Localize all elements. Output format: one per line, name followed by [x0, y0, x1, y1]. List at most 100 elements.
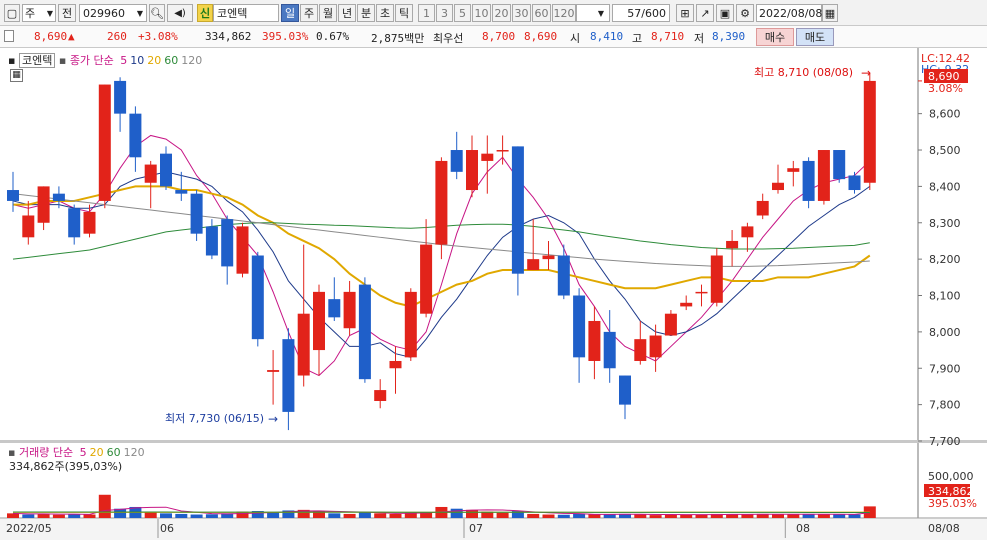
- candle-body: [588, 321, 600, 361]
- period-select[interactable]: 주▼: [22, 4, 56, 22]
- candle-body: [435, 161, 447, 245]
- num-tab-0[interactable]: 1: [418, 4, 435, 22]
- candle-body: [53, 194, 65, 201]
- low-price: 8,390: [712, 30, 745, 43]
- extra-select[interactable]: ▼: [576, 4, 610, 22]
- gear-icon[interactable]: ⚙: [736, 4, 754, 22]
- volume-bar: [38, 514, 50, 518]
- chevron-down-icon: ▼: [137, 9, 143, 18]
- volume-bar: [650, 515, 662, 518]
- volume-bar: [849, 515, 861, 518]
- candle-body: [864, 81, 876, 183]
- legend-dot-icon: ▪: [8, 54, 15, 67]
- candle-body: [328, 299, 340, 317]
- candle-body: [573, 296, 585, 358]
- legend-stock-name[interactable]: 코엔텍: [19, 53, 55, 68]
- save-icon[interactable]: ▣: [716, 4, 734, 22]
- y-tick-label: 7,800: [929, 399, 961, 412]
- window-icon[interactable]: [4, 30, 14, 42]
- volume-bar: [53, 515, 65, 518]
- volume-bar: [543, 515, 555, 518]
- volume-bar: [466, 510, 478, 518]
- volume-value: 334,862: [205, 30, 251, 43]
- candle-body: [237, 226, 249, 273]
- candle-body: [650, 336, 662, 358]
- interval-tab-3[interactable]: 년: [338, 4, 356, 22]
- grid-toggle-icon[interactable]: ▦: [10, 69, 23, 82]
- candle-body: [543, 256, 555, 260]
- interval-tab-6[interactable]: 틱: [395, 4, 413, 22]
- high-annotation: 최고 8,710 (08/08): [754, 66, 853, 79]
- volume-bar: [328, 513, 340, 518]
- panel-divider: [0, 440, 987, 443]
- candle-body: [84, 212, 96, 234]
- candle-body: [803, 161, 815, 201]
- x-axis-label-1: 06: [160, 522, 174, 535]
- candle-body: [711, 256, 723, 303]
- interval-tab-5[interactable]: 초: [376, 4, 394, 22]
- candle-body: [191, 194, 203, 234]
- stock-code-value: 029960: [83, 7, 125, 20]
- num-tab-7[interactable]: 120: [552, 4, 576, 22]
- volume-bar: [68, 514, 80, 518]
- sell-button[interactable]: 매도: [796, 28, 834, 46]
- candle-body: [757, 201, 769, 216]
- window-icon[interactable]: ▢: [4, 4, 20, 22]
- interval-tab-2[interactable]: 월: [319, 4, 337, 22]
- volume-bar: [22, 515, 34, 518]
- candle-body: [405, 292, 417, 357]
- candle-body: [129, 114, 141, 158]
- high-label: 고: [632, 30, 642, 46]
- buy-button[interactable]: 매수: [756, 28, 794, 46]
- search-icon[interactable]: 🔍︎: [149, 4, 165, 22]
- date-field[interactable]: 2022/08/08: [756, 4, 822, 22]
- candle-body: [38, 186, 50, 222]
- candle-body: [22, 215, 34, 237]
- stock-code-input[interactable]: 029960 ▼: [79, 4, 147, 22]
- candle-body: [604, 332, 616, 368]
- volume-axis-label: 500,000: [928, 470, 974, 483]
- x-axis-label-3: 08: [796, 522, 810, 535]
- candle-body: [481, 154, 493, 161]
- volume-bar: [634, 515, 646, 518]
- volume-bar: [451, 509, 463, 518]
- calendar-icon[interactable]: ▦: [822, 4, 838, 22]
- volume-bar: [84, 515, 96, 518]
- candle-type-icon[interactable]: ⊞: [676, 4, 694, 22]
- prev-button[interactable]: 전: [58, 4, 76, 22]
- interval-tab-1[interactable]: 주: [300, 4, 318, 22]
- num-tab-1[interactable]: 3: [436, 4, 453, 22]
- num-tab-3[interactable]: 10: [472, 4, 491, 22]
- x-axis-label-4: 08/08: [928, 522, 960, 535]
- num-tab-4[interactable]: 20: [492, 4, 511, 22]
- num-tab-5[interactable]: 30: [512, 4, 531, 22]
- interval-tab-4[interactable]: 분: [357, 4, 375, 22]
- legend-dot-icon: ▪: [59, 54, 66, 67]
- line-draw-icon[interactable]: ↗: [696, 4, 714, 22]
- volume-bar: [818, 514, 830, 518]
- stock-name-field[interactable]: 코엔텍: [213, 4, 279, 22]
- candle-body: [99, 85, 111, 201]
- volume-bar: [374, 513, 386, 518]
- volume-bar: [833, 515, 845, 518]
- num-tab-2[interactable]: 5: [454, 4, 471, 22]
- candle-body: [818, 150, 830, 201]
- high-price: 8,710: [651, 30, 684, 43]
- y-tick-label: 8,300: [929, 217, 961, 230]
- count-display[interactable]: 57/600: [612, 4, 670, 22]
- volume-bar: [558, 515, 570, 518]
- interval-tab-0[interactable]: 일: [281, 4, 299, 22]
- speaker-icon[interactable]: ◀): [167, 4, 193, 22]
- volume-bar: [390, 514, 402, 518]
- num-tab-6[interactable]: 60: [532, 4, 551, 22]
- legend-ma-10: 10: [130, 54, 144, 67]
- open-price: 8,410: [590, 30, 623, 43]
- volume-pct-tag: 395.03%: [928, 497, 977, 510]
- x-axis-panel: [0, 519, 987, 540]
- volume-legend-ma-120: 120: [124, 446, 145, 459]
- y-tick-label: 8,500: [929, 144, 961, 157]
- price-bar: 8,690 ▲ 260 +3.08% 334,862 395.03% 0.67%…: [0, 26, 987, 48]
